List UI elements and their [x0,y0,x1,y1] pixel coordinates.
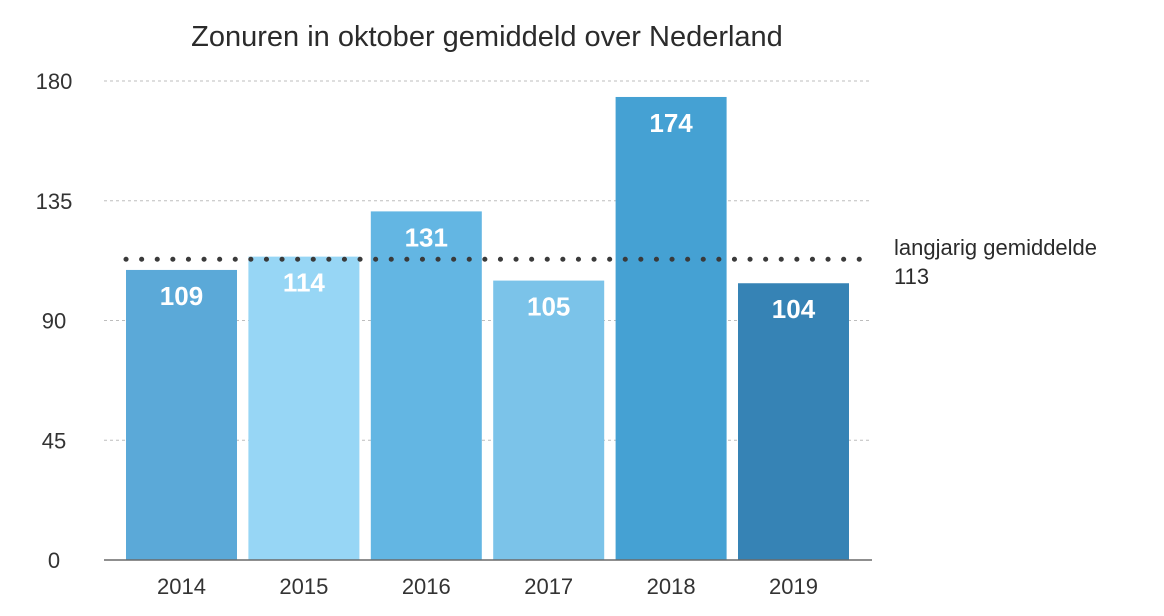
y-tick-label: 90 [42,309,66,334]
bar-2016 [370,211,482,560]
x-tick-label: 2018 [647,574,696,599]
x-tick-label: 2016 [402,574,451,599]
y-tick-label: 0 [48,548,60,573]
bar-value-label: 131 [405,222,448,252]
y-tick-label: 45 [42,428,66,453]
reference-line-group: langjarig gemiddelde 113 [123,235,1097,289]
x-tick-label: 2017 [524,574,573,599]
reference-line-label: langjarig gemiddelde [894,235,1097,260]
bar-value-label: 114 [283,268,325,298]
bar-value-label: 174 [649,108,693,138]
bar-2017 [493,280,605,560]
y-tick-label: 135 [36,189,73,214]
bar-2015 [248,256,360,560]
bar-value-label: 105 [527,292,570,322]
bar-2019 [738,283,849,560]
bar-value-label: 104 [772,294,816,324]
bars [126,96,849,560]
bar-2014 [126,269,237,560]
y-axis-ticks: 0 45 90 135 180 [36,69,73,573]
chart-title: Zonuren in oktober gemiddeld over Nederl… [191,21,783,53]
x-axis-ticks: 2014 2015 2016 2017 2018 2019 [157,574,818,599]
x-tick-label: 2014 [157,574,206,599]
y-tick-label: 180 [36,69,73,94]
bar-value-label: 109 [160,281,203,311]
x-tick-label: 2019 [769,574,818,599]
reference-line-value: 113 [894,264,929,289]
bar-2018 [615,96,727,560]
bar-value-labels: 109 114 131 105 174 104 [160,108,816,324]
x-tick-label: 2015 [279,574,328,599]
